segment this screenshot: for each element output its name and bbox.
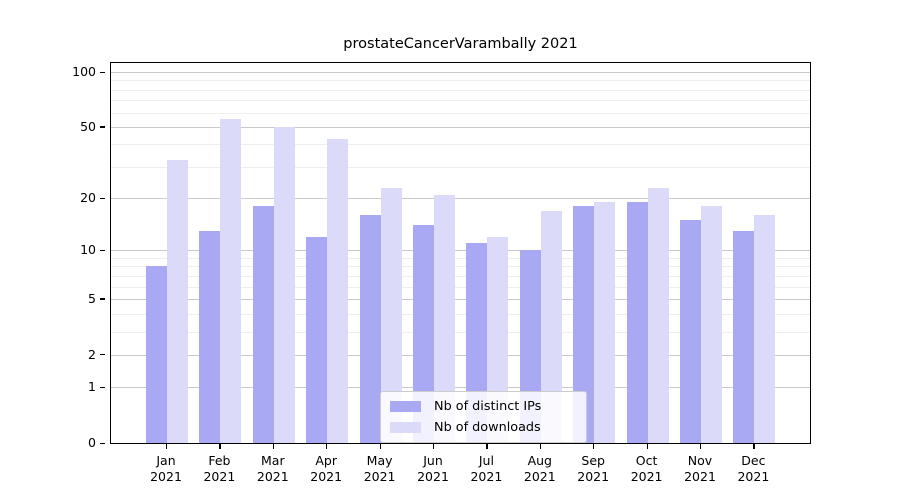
bar-downloads-feb bbox=[220, 119, 242, 443]
bar-downloads-dec bbox=[754, 215, 776, 443]
major-gridline bbox=[111, 72, 810, 73]
x-tick-mark bbox=[379, 444, 381, 449]
y-tick-mark bbox=[100, 442, 105, 444]
x-tick-label-sep: Sep 2021 bbox=[577, 453, 610, 484]
x-tick-label-jun: Jun 2021 bbox=[417, 453, 449, 484]
legend-swatch-distinct-ips bbox=[390, 401, 421, 412]
bar-distinct-ips-jan bbox=[146, 266, 167, 443]
bar-distinct-ips-apr bbox=[306, 236, 328, 443]
legend-label-distinct-ips: Nb of distinct IPs bbox=[434, 399, 542, 414]
x-tick-mark bbox=[486, 444, 488, 449]
major-gridline bbox=[111, 250, 810, 252]
minor-gridline bbox=[111, 89, 810, 91]
minor-gridline bbox=[111, 100, 810, 102]
y-tick-label: 10 bbox=[80, 242, 96, 258]
y-tick-mark bbox=[100, 354, 105, 356]
major-gridline bbox=[111, 387, 810, 389]
bar-downloads-aug bbox=[540, 210, 562, 443]
x-tick-label-jul: Jul 2021 bbox=[470, 453, 503, 484]
x-tick-mark bbox=[272, 444, 275, 449]
bar-distinct-ips-mar bbox=[252, 206, 274, 443]
x-axis: Jan 2021 Feb 2021 Mar 2021 Apr 2021 May 2021… bbox=[110, 444, 811, 494]
legend-item-downloads: Nb of downloads bbox=[390, 420, 576, 435]
bar-distinct-ips-may bbox=[359, 215, 381, 443]
x-tick-mark bbox=[166, 444, 168, 449]
minor-gridline bbox=[111, 112, 810, 114]
x-tick-label-oct: Oct 2021 bbox=[630, 453, 663, 484]
minor-gridline bbox=[111, 166, 810, 168]
bar-downloads-nov bbox=[701, 206, 722, 443]
bar-distinct-ips-oct bbox=[626, 202, 648, 443]
bar-downloads-oct bbox=[647, 187, 669, 443]
bar-distinct-ips-jun bbox=[413, 225, 434, 443]
legend-item-distinct-ips: Nb of distinct IPs bbox=[390, 399, 576, 414]
major-gridline bbox=[111, 198, 810, 200]
y-tick-label: 0 bbox=[88, 435, 96, 450]
x-tick-mark bbox=[700, 444, 702, 449]
bar-distinct-ips-nov bbox=[680, 220, 701, 443]
major-gridline bbox=[111, 298, 810, 300]
x-tick-label-feb: Feb 2021 bbox=[203, 453, 236, 484]
y-tick-mark bbox=[100, 298, 105, 300]
y-tick-mark bbox=[100, 386, 105, 389]
y-tick-label: 2 bbox=[88, 346, 96, 362]
bar-downloads-apr bbox=[327, 138, 349, 443]
legend-swatch-downloads bbox=[390, 422, 421, 433]
minor-gridline bbox=[111, 257, 810, 259]
bar-downloads-jun bbox=[434, 194, 455, 443]
minor-gridline bbox=[111, 144, 810, 146]
bar-downloads-mar bbox=[273, 126, 295, 443]
y-tick-mark bbox=[100, 249, 105, 252]
x-tick-label-jan: Jan 2021 bbox=[150, 453, 182, 484]
y-axis: 0 1 2 5 10 20 50 100 bbox=[0, 62, 110, 450]
x-tick-label-mar: Mar 2021 bbox=[256, 453, 289, 484]
plot-area: Nb of distinct IPs Nb of downloads bbox=[110, 62, 811, 444]
x-tick-label-aug: Aug 2021 bbox=[523, 453, 556, 484]
minor-gridline bbox=[111, 80, 810, 82]
y-tick-label: 1 bbox=[88, 379, 96, 395]
minor-gridline bbox=[111, 286, 810, 288]
y-tick-label: 5 bbox=[88, 290, 96, 306]
y-tick-mark bbox=[100, 126, 105, 128]
major-gridline bbox=[111, 126, 810, 128]
minor-gridline bbox=[111, 266, 810, 268]
y-tick-label: 20 bbox=[80, 190, 96, 206]
minor-gridline bbox=[111, 331, 810, 333]
bar-downloads-may bbox=[380, 187, 402, 443]
y-tick-label: 50 bbox=[80, 118, 96, 134]
x-tick-label-nov: Nov 2021 bbox=[684, 453, 716, 484]
bar-downloads-jan bbox=[167, 159, 188, 443]
bar-distinct-ips-sep bbox=[573, 206, 595, 443]
x-tick-label-apr: Apr 2021 bbox=[310, 453, 343, 484]
bar-distinct-ips-dec bbox=[733, 230, 755, 443]
major-gridline bbox=[111, 354, 810, 356]
bar-distinct-ips-feb bbox=[199, 230, 221, 443]
x-tick-label-may: May 2021 bbox=[363, 453, 396, 484]
x-tick-mark bbox=[593, 444, 595, 449]
x-tick-mark bbox=[433, 444, 435, 449]
x-tick-mark bbox=[646, 444, 648, 449]
x-tick-mark bbox=[539, 444, 542, 449]
minor-gridline bbox=[111, 275, 810, 277]
chart-title: prostateCancerVarambally 2021 bbox=[343, 36, 578, 52]
y-tick-mark bbox=[100, 197, 105, 200]
minor-gridline bbox=[111, 313, 810, 315]
x-tick-mark bbox=[753, 444, 755, 449]
legend-label-downloads: Nb of downloads bbox=[434, 420, 541, 435]
x-tick-label-dec: Dec 2021 bbox=[737, 453, 770, 484]
y-tick-mark bbox=[100, 71, 105, 73]
bar-downloads-sep bbox=[594, 202, 616, 443]
x-tick-mark bbox=[219, 444, 221, 449]
legend: Nb of distinct IPs Nb of downloads bbox=[380, 391, 587, 443]
x-tick-mark bbox=[326, 444, 328, 449]
y-tick-label: 100 bbox=[72, 64, 96, 79]
